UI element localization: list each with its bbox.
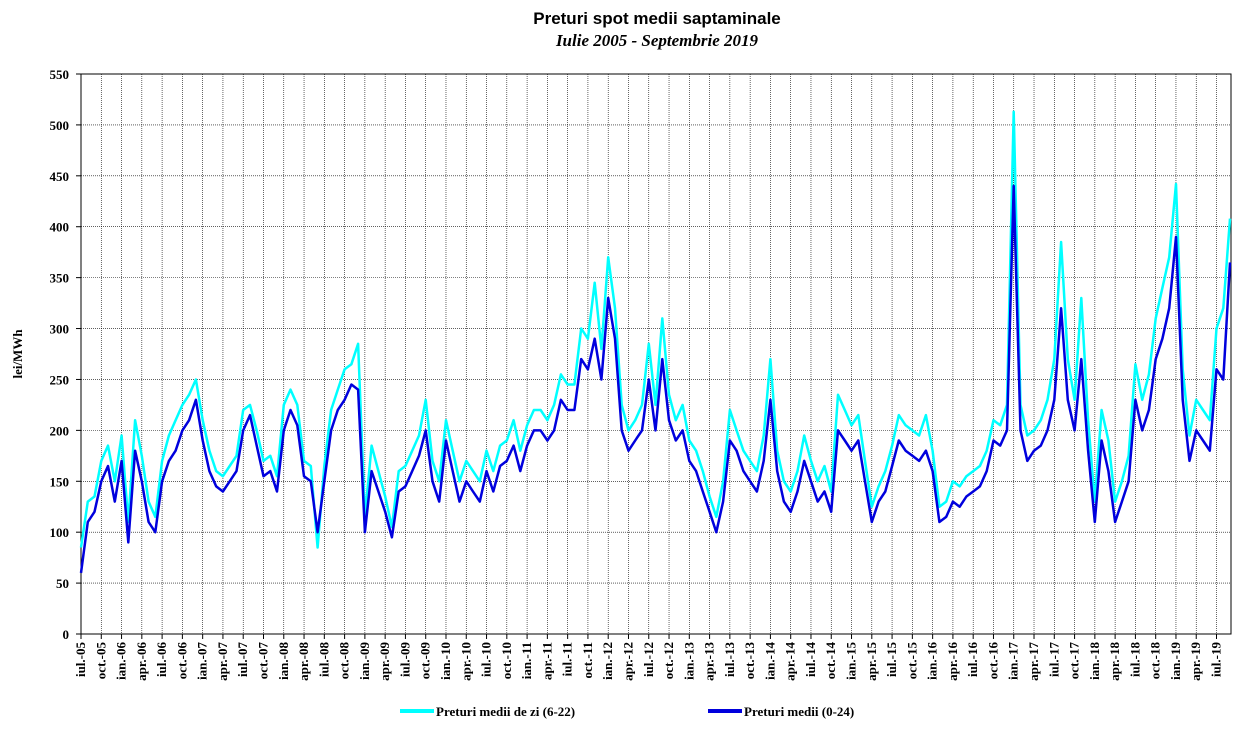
y-tick-label: 400 <box>50 220 70 235</box>
x-tick-label: apr.-06 <box>134 642 149 681</box>
y-tick-label: 100 <box>50 525 70 540</box>
y-tick-label: 50 <box>56 576 69 591</box>
chart-subtitle: Iulie 2005 - Septembrie 2019 <box>555 31 759 50</box>
x-tick-label: oct.-06 <box>174 642 189 680</box>
x-tick-label: apr.-14 <box>783 642 798 681</box>
x-tick-label: ian.-17 <box>1006 642 1021 680</box>
y-tick-label: 350 <box>50 271 70 286</box>
x-tick-label: oct.-15 <box>904 642 919 680</box>
x-tick-label: apr.-12 <box>620 642 635 681</box>
x-tick-label: iul.-19 <box>1209 642 1224 678</box>
x-tick-label: ian.-19 <box>1168 642 1183 680</box>
y-tick-label: 200 <box>50 423 70 438</box>
x-tick-label: apr.-08 <box>296 642 311 681</box>
series-line <box>79 110 1232 549</box>
x-tick-label: apr.-18 <box>1107 642 1122 681</box>
x-tick-label: apr.-10 <box>458 642 473 681</box>
legend-label: Preturi medii de zi (6-22) <box>436 704 575 719</box>
y-axis-label: lei/MWh <box>10 329 25 379</box>
x-tick-label: oct.-16 <box>985 642 1000 680</box>
x-tick-label: iul.-17 <box>1046 642 1061 678</box>
x-tick-label: ian.-10 <box>438 642 453 680</box>
x-tick-label: ian.-16 <box>925 642 940 680</box>
x-tick-label: iul.-16 <box>965 642 980 678</box>
x-tick-label: ian.-06 <box>114 642 129 680</box>
x-tick-label: iul.-18 <box>1127 642 1142 678</box>
x-tick-label: iul.-08 <box>316 642 331 678</box>
x-tick-label: iul.-15 <box>884 642 899 678</box>
x-tick-label: apr.-19 <box>1188 642 1203 681</box>
x-tick-label: oct.-10 <box>499 642 514 679</box>
x-tick-label: oct.-05 <box>93 642 108 680</box>
x-tick-label: iul.-07 <box>235 642 250 678</box>
series-line <box>79 184 1232 574</box>
x-tick-label: ian.-12 <box>600 642 615 680</box>
x-tick-label: apr.-11 <box>539 642 554 680</box>
x-tick-label: iul.-06 <box>154 642 169 678</box>
x-tick-label: apr.-09 <box>377 642 392 681</box>
x-tick-label: ian.-15 <box>844 642 859 680</box>
x-tick-label: oct.-18 <box>1148 642 1163 680</box>
x-tick-label: oct.-13 <box>742 642 757 680</box>
x-tick-label: oct.-12 <box>661 642 676 679</box>
y-tick-label: 300 <box>50 322 70 337</box>
x-tick-label: iul.-05 <box>73 642 88 678</box>
y-tick-label: 450 <box>50 169 70 184</box>
x-tick-label: iul.-09 <box>397 642 412 678</box>
x-tick-label: ian.-13 <box>681 642 696 680</box>
x-tick-label: iul.-13 <box>722 642 737 678</box>
x-tick-label: ian.-08 <box>276 642 291 680</box>
x-tick-label: iul.-10 <box>479 642 494 677</box>
x-tick-label: ian.-11 <box>519 642 534 679</box>
x-tick-label: ian.-07 <box>195 642 210 680</box>
y-tick-label: 250 <box>50 372 70 387</box>
y-tick-label: 550 <box>50 67 70 82</box>
legend-label: Preturi medii (0-24) <box>744 704 854 719</box>
x-tick-label: apr.-15 <box>864 642 879 681</box>
x-tick-label: iul.-12 <box>641 642 656 677</box>
x-tick-label: oct.-11 <box>580 642 595 678</box>
x-tick-label: iul.-11 <box>560 642 575 676</box>
x-tick-label: oct.-07 <box>255 642 270 680</box>
x-tick-label: ian.-14 <box>762 642 777 680</box>
y-tick-label: 0 <box>63 627 70 642</box>
x-tick-label: oct.-09 <box>418 642 433 680</box>
x-tick-label: iul.-14 <box>803 642 818 678</box>
x-tick-label: oct.-14 <box>823 642 838 680</box>
x-tick-label: apr.-07 <box>215 642 230 681</box>
x-tick-label: ian.-09 <box>357 642 372 680</box>
x-tick-label: oct.-08 <box>337 642 352 680</box>
x-tick-label: apr.-17 <box>1026 642 1041 681</box>
x-tick-label: oct.-17 <box>1067 642 1082 680</box>
chart-title: Preturi spot medii saptaminale <box>533 9 781 28</box>
x-tick-label: ian.-18 <box>1087 642 1102 680</box>
x-tick-label: apr.-16 <box>945 642 960 681</box>
x-tick-label: apr.-13 <box>702 642 717 681</box>
y-tick-label: 500 <box>50 118 70 133</box>
y-tick-label: 150 <box>50 474 70 489</box>
